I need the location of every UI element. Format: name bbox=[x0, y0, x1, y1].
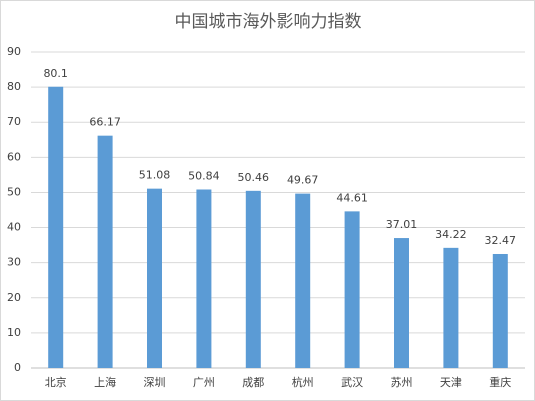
data-label: 34.22 bbox=[435, 228, 467, 241]
x-tick-label: 深圳 bbox=[144, 376, 166, 389]
x-tick-label: 广州 bbox=[193, 376, 215, 389]
x-tick-label: 天津 bbox=[440, 376, 462, 389]
bar bbox=[97, 135, 113, 368]
data-label: 80.1 bbox=[43, 67, 68, 80]
x-tick-label: 上海 bbox=[94, 375, 116, 389]
y-tick-label: 80 bbox=[7, 80, 21, 93]
y-tick-label: 30 bbox=[7, 256, 21, 269]
chart-title: 中国城市海外影响力指数 bbox=[175, 12, 362, 32]
bar bbox=[443, 247, 459, 368]
y-tick-label: 10 bbox=[7, 326, 21, 339]
data-label: 44.61 bbox=[336, 191, 368, 204]
y-tick-label: 70 bbox=[7, 115, 21, 128]
y-tick-label: 60 bbox=[7, 150, 21, 163]
bar bbox=[344, 211, 360, 368]
data-label: 51.08 bbox=[139, 169, 171, 182]
y-tick-label: 40 bbox=[7, 221, 21, 234]
x-tick-label: 杭州 bbox=[292, 375, 314, 389]
bar bbox=[147, 188, 162, 368]
data-label: 50.46 bbox=[238, 171, 270, 184]
bar bbox=[48, 86, 64, 368]
y-tick-label: 20 bbox=[7, 291, 21, 304]
bar bbox=[492, 253, 508, 368]
bar bbox=[245, 190, 261, 368]
x-tick-label: 武汉 bbox=[341, 376, 363, 389]
y-tick-label: 90 bbox=[7, 45, 21, 58]
y-tick-label: 0 bbox=[14, 361, 21, 374]
bar bbox=[394, 238, 409, 368]
data-label: 50.84 bbox=[188, 169, 220, 182]
y-tick-label: 50 bbox=[7, 185, 21, 198]
x-tick-label: 苏州 bbox=[391, 376, 413, 389]
data-label: 66.17 bbox=[89, 116, 121, 129]
bar bbox=[295, 193, 311, 368]
data-label: 49.67 bbox=[287, 174, 319, 187]
x-tick-label: 北京 bbox=[45, 375, 67, 389]
bar bbox=[196, 189, 212, 368]
data-label: 37.01 bbox=[386, 218, 418, 231]
x-tick-label: 重庆 bbox=[489, 375, 511, 389]
x-tick-label: 成都 bbox=[242, 376, 264, 389]
data-label: 32.47 bbox=[485, 234, 517, 247]
